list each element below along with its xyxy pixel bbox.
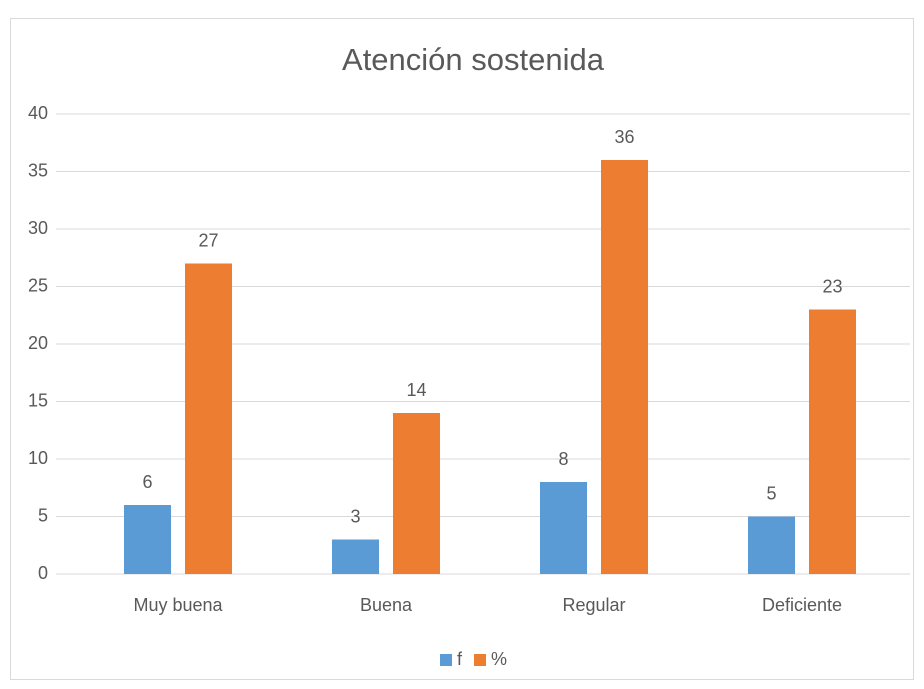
legend-swatch bbox=[440, 654, 452, 666]
bar bbox=[185, 263, 232, 574]
data-label: 23 bbox=[822, 276, 842, 296]
chart-title: Atención sostenida bbox=[342, 42, 605, 77]
chart-frame bbox=[10, 18, 914, 680]
bar bbox=[809, 309, 856, 574]
legend-label: % bbox=[491, 649, 507, 669]
legend-label: f bbox=[457, 649, 463, 669]
data-label: 14 bbox=[406, 380, 426, 400]
data-label: 5 bbox=[766, 483, 776, 503]
data-label: 8 bbox=[558, 449, 568, 469]
y-tick-label: 30 bbox=[28, 218, 48, 238]
legend-swatch bbox=[474, 654, 487, 666]
x-tick-label: Deficiente bbox=[762, 595, 842, 615]
y-tick-label: 10 bbox=[28, 448, 48, 468]
bar bbox=[393, 413, 440, 574]
bar bbox=[601, 160, 648, 574]
y-tick-label: 5 bbox=[38, 505, 48, 525]
y-tick-label: 20 bbox=[28, 333, 48, 353]
x-tick-label: Buena bbox=[360, 595, 413, 615]
bar bbox=[124, 505, 171, 574]
data-label: 6 bbox=[142, 472, 152, 492]
x-tick-label: Muy buena bbox=[133, 595, 223, 615]
bar bbox=[540, 482, 587, 574]
y-tick-label: 35 bbox=[28, 160, 48, 180]
data-label: 27 bbox=[198, 230, 218, 250]
data-label: 3 bbox=[350, 506, 360, 526]
y-tick-label: 25 bbox=[28, 275, 48, 295]
y-tick-label: 15 bbox=[28, 390, 48, 410]
bar bbox=[748, 516, 795, 574]
data-label: 36 bbox=[614, 127, 634, 147]
y-tick-label: 0 bbox=[38, 563, 48, 583]
x-tick-label: Regular bbox=[562, 595, 625, 615]
bar bbox=[332, 539, 379, 574]
y-tick-label: 40 bbox=[28, 103, 48, 123]
